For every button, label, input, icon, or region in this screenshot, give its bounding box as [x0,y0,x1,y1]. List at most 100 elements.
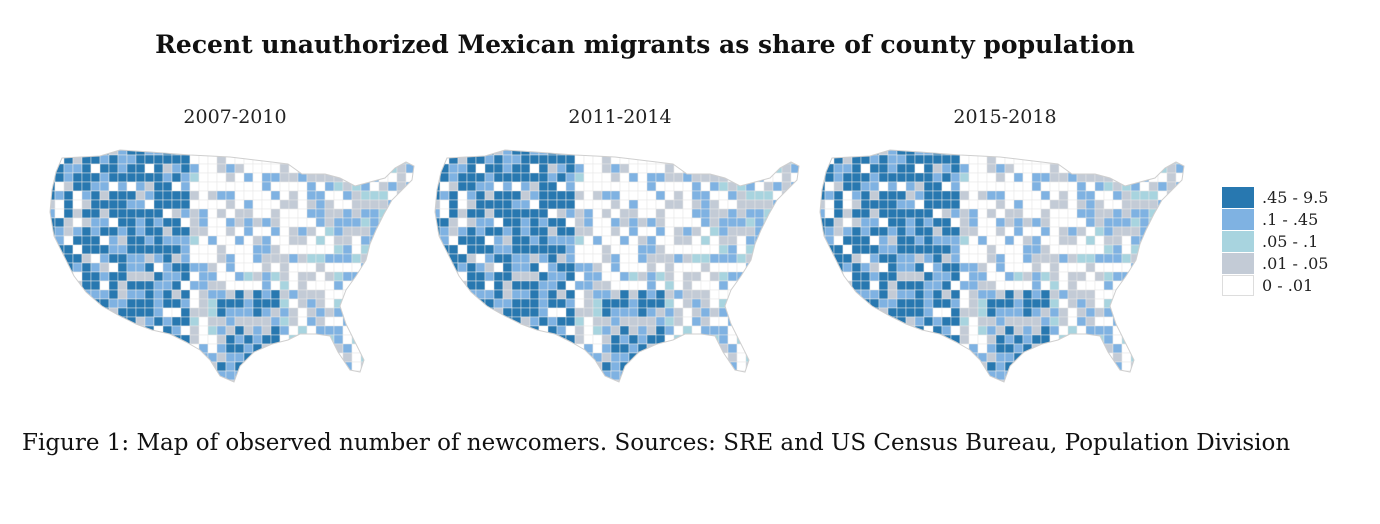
county-cell [950,150,961,156]
county-cell [54,181,65,192]
county-cell [736,235,747,246]
county-cell [135,244,146,255]
county-cell [833,289,844,300]
county-cell [860,343,871,354]
county-cell [1031,244,1042,255]
county-cell [1004,244,1015,255]
county-cell [682,271,693,282]
county-cell [1085,163,1096,174]
county-cell [682,334,693,345]
county-cell [189,298,200,309]
county-cell [718,280,729,291]
county-cell [1076,370,1087,381]
county-cell [1166,150,1177,156]
county-cell [493,379,504,382]
county-cell [1085,150,1096,156]
county-cell [709,199,720,210]
county-cell [736,361,747,372]
county-cell [1130,217,1141,228]
county-cell [81,316,92,327]
county-cell [99,361,110,372]
county-cell [1040,163,1051,174]
county-cell [968,235,979,246]
county-cell [664,163,675,174]
county-cell [842,352,853,363]
county-cell [986,181,997,192]
county-cell [1139,150,1150,156]
county-cell [995,289,1006,300]
county-cell [941,208,952,219]
county-cell [99,343,110,354]
county-cell [261,163,272,174]
county-cell [117,379,128,382]
county-cell [448,226,459,237]
county-cell [1031,190,1042,201]
county-cell [1040,235,1051,246]
county-cell [878,199,889,210]
county-cell [592,379,603,382]
county-cell [135,190,146,201]
county-cell [54,352,65,363]
county-cell [90,361,101,372]
county-cell [333,370,344,381]
county-cell [520,154,531,165]
county-cell [1185,164,1194,173]
county-cell [619,334,630,345]
county-cell [502,172,513,183]
county-cell [851,253,862,264]
county-cell [673,298,684,309]
county-cell [664,253,675,264]
county-cell [466,289,477,300]
county-cell [718,150,729,156]
county-cell [135,217,146,228]
county-cell [691,208,702,219]
county-cell [342,343,353,354]
county-cell [646,370,657,381]
county-cell [315,235,326,246]
county-cell [99,325,110,336]
county-cell [709,217,720,228]
county-cell [673,316,684,327]
county-cell [727,150,738,156]
county-cell [171,307,182,318]
county-cell [995,253,1006,264]
county-cell [144,150,155,156]
county-cell [1139,163,1150,174]
county-cell [968,163,979,174]
county-cell [448,199,459,210]
county-cell [153,307,164,318]
county-cell [189,181,200,192]
county-cell [529,253,540,264]
county-cell [959,361,970,372]
county-cell [977,262,988,273]
county-cell [396,244,407,255]
county-cell [511,172,522,183]
county-cell [763,289,774,300]
county-cell [360,379,371,382]
county-cell [646,244,657,255]
county-cell [1157,235,1168,246]
county-cell [1094,262,1105,273]
county-cell [1148,361,1159,372]
county-cell [529,217,540,228]
county-cell [878,361,889,372]
county-cell [198,298,209,309]
county-cell [72,307,83,318]
county-cell [941,334,952,345]
county-cell [700,190,711,201]
county-cell [824,343,835,354]
county-cell [243,181,254,192]
county-cell [81,271,92,282]
county-cell [619,253,630,264]
county-cell [484,316,495,327]
county-cell [763,244,774,255]
county-cell [360,307,371,318]
county-cell [457,244,468,255]
county-cell [207,343,218,354]
county-cell [252,235,263,246]
county-cell [833,334,844,345]
county-cell [1112,334,1123,345]
county-cell [153,244,164,255]
county-cell [820,280,826,291]
county-cell [628,163,639,174]
